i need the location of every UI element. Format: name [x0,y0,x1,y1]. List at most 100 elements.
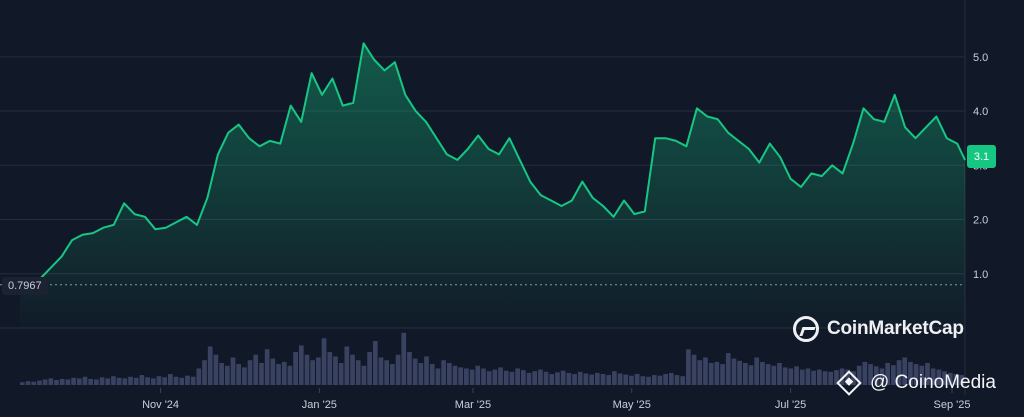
volume-bar [105,378,111,385]
volume-bar [532,371,538,385]
volume-bar [213,354,219,385]
volume-bar [856,365,862,385]
volume-bar [760,361,765,385]
volume-bar [276,364,281,385]
volume-bar [338,363,344,385]
volume-bar [788,368,794,385]
volume-bar [219,363,224,385]
volume-bar [651,375,657,385]
volume-bar [657,375,663,385]
volume-bar [612,371,617,385]
volume-bar [355,360,361,385]
volume-bar [725,353,731,385]
diamond-logo-icon [836,370,862,396]
volume-bar [469,369,475,385]
volume-bar [236,364,242,385]
volume-bar [913,364,919,385]
volume-bar [298,345,304,385]
price-area [20,43,965,329]
volume-bar [623,374,629,385]
volume-bar [799,369,805,385]
volume-bar [816,369,822,385]
x-tick-label: May '25 [613,399,651,411]
volume-bar [168,374,173,385]
volume-bar [691,354,697,385]
volume-bar [708,363,714,385]
volume-bar [520,370,526,385]
volume-bar [435,368,441,385]
credit-text: @ CoinoMedia [870,372,996,393]
volume-bar [566,372,572,385]
volume-bar [293,352,298,385]
volume-bar [703,357,708,385]
volume-bar [862,361,868,385]
volume-bar [492,369,498,385]
volume-bar [390,364,395,385]
volume-bar [873,366,879,385]
volume-bar [281,361,287,385]
volume-bar [748,365,754,385]
volume-bar [407,352,412,385]
volume-bar [754,357,760,385]
volume-bar [925,363,930,385]
volume-bar [54,380,59,385]
volume-bar [321,338,327,385]
volume-bar [128,376,133,385]
volume-bar [509,371,515,385]
x-tick-label: Mar '25 [455,399,491,411]
volume-bar [828,371,834,385]
volume-bar [242,367,247,385]
volume-bar [156,376,162,385]
volume-bar [441,360,446,385]
x-tick-label: Jan '25 [302,399,337,411]
volume-bar [173,376,179,385]
volume-bar [543,371,549,385]
volume-bar [737,360,742,385]
volume-bar [486,371,492,385]
volume-bar [71,377,76,385]
volume-bar [515,368,520,385]
volume-bar [464,368,469,385]
volume-bar [908,361,913,385]
y-tick-label: 2.0 [973,215,988,227]
volume-bar [452,365,458,385]
volume-bar [777,363,782,385]
volume-bar [794,366,799,385]
volume-bar [361,365,367,385]
volume-bar [742,363,748,385]
volume-bar [247,360,253,385]
volume-bar [560,370,566,385]
volume-bar [42,379,48,385]
volume-bar [367,352,372,385]
y-tick-label: 5.0 [973,52,988,64]
volume-bar [526,372,532,385]
x-tick-label: Nov '24 [142,399,179,411]
volume-bar [885,363,890,385]
volume-bar [765,364,771,385]
volume-bar [287,365,293,385]
volume-bar [549,374,555,385]
volume-bar [378,357,384,385]
volume-bar [600,374,606,385]
volume-bar [577,371,583,385]
volume-bar [947,372,953,385]
volume-bar [401,332,407,385]
volume-bar [99,377,105,385]
volume-bar [304,354,310,385]
volume-bar [264,349,270,385]
watermark-text: CoinMarketCap [827,318,964,339]
volume-bar [481,368,486,385]
volume-bar [179,377,185,385]
volume-bar [31,381,37,385]
y-tick-label: 1.0 [973,269,988,281]
volume-bar [76,378,82,385]
volume-bar [139,375,145,385]
volume-bar [646,376,651,385]
volume-bar [902,357,908,385]
volume-bar [731,358,737,385]
volume-bar [868,364,873,385]
volume-bar [133,377,139,385]
volume-bar [782,367,788,385]
coinmarketcap-logo-icon [793,316,819,342]
volume-bar [942,371,947,385]
